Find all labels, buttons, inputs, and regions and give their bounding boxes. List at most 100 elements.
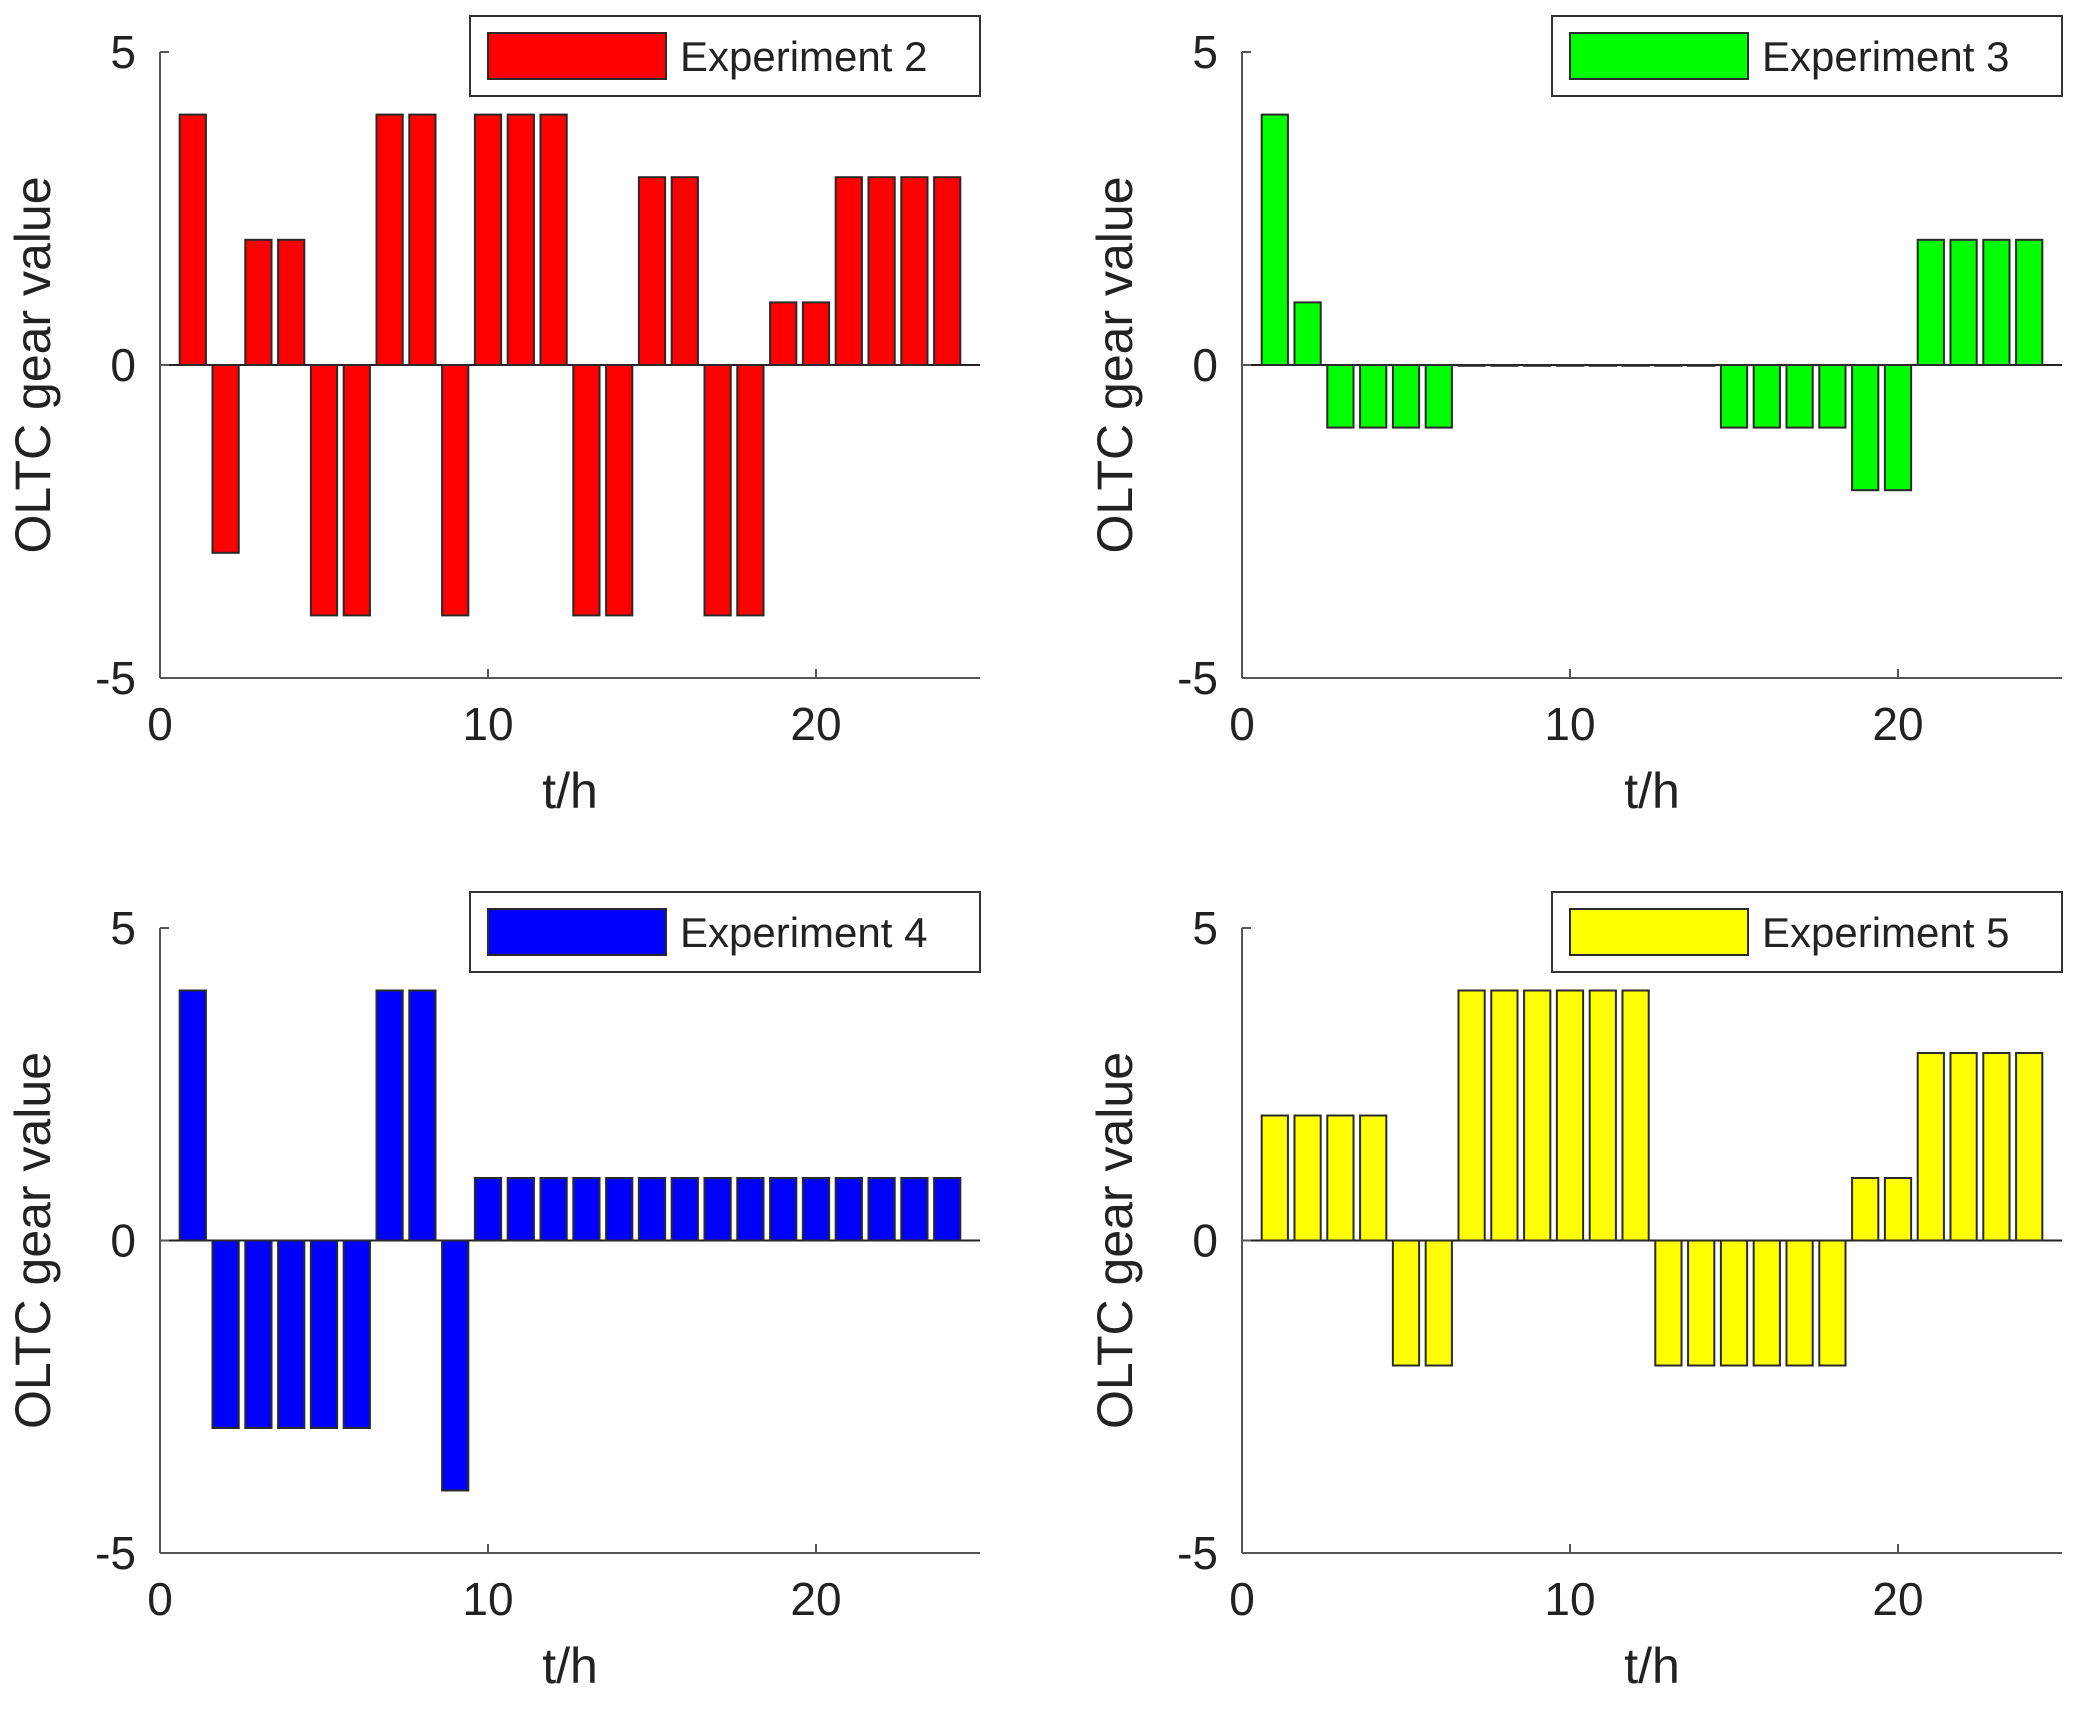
- bar-t18: [1818, 1239, 1847, 1367]
- bar-t11: [506, 113, 535, 366]
- bar-t18: [736, 364, 765, 617]
- bar-t11: [1588, 364, 1617, 367]
- bar-t23: [1982, 1052, 2011, 1242]
- x-tick-label: 20: [790, 698, 841, 750]
- bar-t11: [506, 1177, 535, 1242]
- bar-t3: [244, 238, 273, 366]
- bar-t18: [1818, 364, 1847, 429]
- bar-t4: [277, 238, 306, 366]
- bar-t6: [342, 364, 371, 617]
- bar-t5: [1391, 364, 1421, 429]
- bar-t10: [1555, 364, 1585, 367]
- bar-t21: [834, 176, 863, 366]
- legend: Experiment 2: [469, 15, 981, 97]
- y-tick-label: 5: [1192, 902, 1218, 954]
- bar-t24: [933, 176, 962, 366]
- bar-t7: [1457, 364, 1486, 367]
- bar-t4: [1359, 364, 1388, 429]
- bar-t12: [539, 113, 568, 366]
- bar-t1: [1260, 1114, 1289, 1242]
- legend-label: Experiment 3: [1762, 33, 2009, 80]
- bar-t24: [933, 1177, 962, 1242]
- bar-t2: [211, 364, 240, 554]
- x-axis-label: t/h: [1624, 763, 1680, 819]
- bar-t1: [178, 113, 207, 366]
- bar-t10: [473, 113, 503, 366]
- x-tick-label: 10: [1544, 698, 1595, 750]
- bar-t20: [801, 1177, 831, 1242]
- bar-t10: [1555, 989, 1585, 1242]
- bar-t4: [1359, 1114, 1388, 1242]
- legend-swatch: [1569, 32, 1749, 80]
- bar-t7: [375, 113, 404, 366]
- bar-t6: [1424, 1239, 1453, 1367]
- y-tick-label: -5: [95, 652, 136, 704]
- bar-t22: [867, 176, 896, 366]
- bar-t20: [801, 301, 831, 366]
- x-tick-label: 0: [1229, 698, 1255, 750]
- x-tick-label: 10: [462, 698, 513, 750]
- y-tick-label: 0: [110, 1215, 136, 1267]
- bar-t16: [670, 1177, 699, 1242]
- bar-t11: [1588, 989, 1617, 1242]
- bar-t16: [1752, 1239, 1781, 1367]
- bar-t3: [1326, 364, 1355, 429]
- bar-t9: [441, 364, 470, 617]
- y-axis-label: OLTC gear value: [1087, 176, 1143, 553]
- bar-t21: [1916, 1052, 1945, 1242]
- bar-t17: [703, 1177, 732, 1242]
- bar-t13: [1654, 364, 1683, 367]
- bar-t22: [1949, 1052, 1978, 1242]
- bar-t21: [1916, 238, 1945, 366]
- bar-t19: [1851, 364, 1880, 492]
- bar-t2: [211, 1239, 240, 1429]
- x-axis-label: t/h: [542, 1638, 598, 1694]
- bar-t9: [1523, 364, 1552, 367]
- y-tick-label: 0: [1192, 339, 1218, 391]
- bar-t3: [1326, 1114, 1355, 1242]
- bar-t19: [1851, 1177, 1880, 1242]
- x-tick-label: 0: [1229, 1573, 1255, 1625]
- bar-t17: [703, 364, 732, 617]
- legend-label: Experiment 2: [680, 33, 927, 80]
- bar-t12: [1621, 989, 1650, 1242]
- x-tick-label: 10: [1544, 1573, 1595, 1625]
- y-tick-label: 5: [110, 26, 136, 78]
- bar-t14: [1687, 364, 1716, 367]
- y-axis-label: OLTC gear value: [5, 176, 61, 553]
- y-tick-label: -5: [95, 1527, 136, 1579]
- legend: Experiment 3: [1551, 15, 2063, 97]
- x-tick-label: 10: [462, 1573, 513, 1625]
- bar-t15: [1719, 1239, 1749, 1367]
- bar-t2: [1293, 301, 1322, 366]
- bar-t23: [1982, 238, 2011, 366]
- bar-t17: [1785, 364, 1814, 429]
- bar-t14: [1687, 1239, 1716, 1367]
- bar-t22: [867, 1177, 896, 1242]
- x-axis-label: t/h: [542, 763, 598, 819]
- bar-t5: [309, 364, 339, 617]
- legend-swatch: [487, 32, 667, 80]
- bar-t8: [408, 989, 437, 1242]
- x-tick-label: 20: [1872, 1573, 1923, 1625]
- y-tick-label: 0: [110, 339, 136, 391]
- y-tick-label: 5: [110, 902, 136, 954]
- bar-t22: [1949, 238, 1978, 366]
- legend: Experiment 5: [1551, 891, 2063, 973]
- bar-t6: [1424, 364, 1453, 429]
- bar-t1: [1260, 113, 1289, 366]
- bar-t15: [637, 176, 667, 366]
- bar-t20: [1883, 364, 1913, 492]
- legend-swatch: [487, 908, 667, 956]
- legend-label: Experiment 5: [1762, 909, 2009, 956]
- x-tick-label: 20: [1872, 698, 1923, 750]
- bar-t8: [1490, 989, 1519, 1242]
- bar-t6: [342, 1239, 371, 1429]
- x-axis-label: t/h: [1624, 1638, 1680, 1694]
- bar-t10: [473, 1177, 503, 1242]
